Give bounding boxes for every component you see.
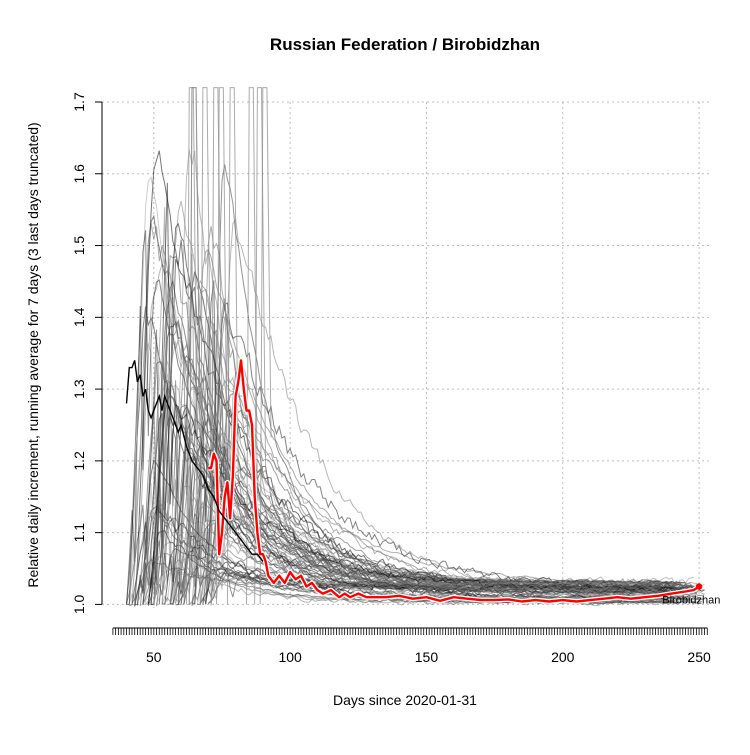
highlight-series-end-point [695,583,703,590]
highlight-series-layer [125,357,703,604]
background-spike-line [246,87,258,605]
x-tick-label: 150 [415,649,439,665]
y-tick-label: 1.6 [71,164,87,184]
x-tick-label: 200 [551,649,575,665]
background-series-line [131,222,667,603]
background-spike-line [210,87,223,605]
background-series-layer [126,87,705,607]
x-tick-label: 250 [687,649,711,665]
highlight-series-line [208,359,700,603]
background-spike-line [216,87,228,605]
x-axis-label: Days since 2020-01-31 [333,692,477,708]
y-tick-label: 1.7 [71,92,87,112]
background-series-line [153,479,662,606]
y-tick-label: 1.3 [71,379,87,399]
y-tick-label: 1.0 [71,594,87,614]
background-spike-line [259,87,272,605]
y-tick-label: 1.5 [71,236,87,256]
background-spike-line [199,87,212,605]
background-series-line [150,322,659,604]
background-spike-line [226,87,239,605]
background-series-line [183,249,702,605]
background-spike-line [186,87,198,605]
x-tick-label: 100 [278,649,302,665]
aggregate-series-line [125,360,264,562]
background-series-line [142,540,702,605]
x-tick-label: 50 [146,649,162,665]
chart-title: Russian Federation / Birobidzhan [270,35,540,54]
y-tick-label: 1.2 [71,451,87,471]
y-tick-label: 1.1 [71,523,87,543]
y-tick-label: 1.4 [71,307,87,327]
series-end-label: Birobidzhan [662,594,720,606]
background-series-line [131,559,697,604]
axes-layer: 1.0 1.1 1.2 1.3 1.4 1.5 1.6 1.7 50 100 150 200 250 [71,92,711,665]
background-spike-line [188,87,201,605]
y-axis-label: Relative daily increment, running averag… [25,122,41,587]
grid-layer [102,101,710,608]
background-series-line [126,230,694,605]
